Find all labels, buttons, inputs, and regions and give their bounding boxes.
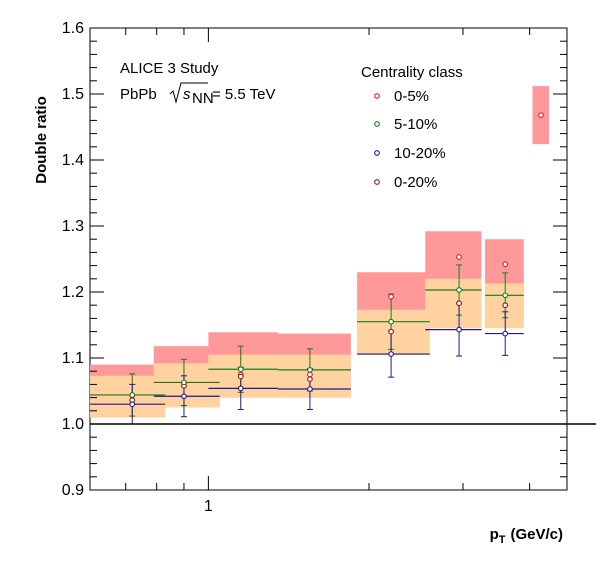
marker-10-20pct-3 [307,386,313,392]
legend: Centrality class 0-5% 5-10% 10-20% 0-20% [361,64,463,191]
marker-5-10pct-5 [456,287,462,293]
sqrt-symbol [169,82,208,104]
data-markers [129,112,544,408]
marker-5-10pct-6 [502,292,509,299]
legend-marker-5-10pct [374,121,380,127]
legend-items: 0-5% 5-10% 10-20% 0-20% [374,88,446,191]
x-axis-title-sub: T [499,534,506,546]
y-tick-label-4: 1.3 [62,218,84,235]
x-tick-label-0: 1 [204,498,213,515]
marker-10-20pct-0 [129,401,136,408]
legend-label-0-20pct: 0-20% [394,174,437,191]
plot-frame [89,27,568,491]
marker-0-20pct-6 [502,302,509,309]
systematic-bands [90,86,550,418]
marker-0-5pct-6 [502,261,509,268]
marker-5-10pct-1 [181,379,187,386]
marker-0-20pct-3 [307,376,313,382]
legend-label-10-20pct: 10-20% [394,145,446,162]
marker-10-20pct-6 [502,330,509,337]
marker-0-20pct-5 [456,300,462,307]
marker-5-10pct-4 [388,318,394,325]
x-axis-title-unit: (GeV/c) [510,526,563,543]
y-tick-label-3: 1.2 [62,284,84,301]
marker-0-20pct-4 [388,328,394,335]
legend-label-0-5pct: 0-5% [394,88,429,105]
y-axis-title: Double ratio [33,96,50,184]
marker-0-5pct-4 [388,293,394,300]
x-axis-title: pT (GeV/c) [490,526,563,546]
marker-10-20pct-1 [181,393,187,400]
system-label: PbPb [120,86,157,103]
y-axis-ticks: 0.9 1.0 1.1 1.2 1.3 1.4 1.5 1.6 [62,20,567,499]
legend-marker-0-20pct [374,179,380,185]
x-axis-ticks: 1 [89,28,531,515]
sys-band-0-20pct-3 [277,354,351,398]
y-tick-label-2: 1.1 [62,350,84,367]
energy-sqrt-var: s [183,86,191,103]
marker-10-20pct-4 [388,351,394,357]
y-tick-label-0: 0.9 [62,482,84,499]
marker-0-5pct-3 [307,371,313,378]
legend-marker-0-5pct [374,93,380,99]
energy-value: = 5.5 TeV [212,86,276,103]
y-tick-label-5: 1.4 [62,152,84,169]
marker-0-5pct-7 [538,112,544,118]
y-tick-label-6: 1.5 [62,86,84,103]
experiment-label: ALICE 3 Study [120,60,219,77]
legend-label-5-10pct: 5-10% [394,116,437,133]
energy-label: s NN = 5.5 TeV [169,82,276,107]
x-axis-title-main: p [490,526,499,543]
marker-10-20pct-5 [456,326,462,333]
sys-band-0-20pct-0 [90,375,166,418]
marker-0-5pct-5 [456,254,462,260]
sys-band-0-20pct-5 [425,278,482,329]
marker-0-20pct-2 [237,373,244,380]
marker-5-10pct-2 [237,366,244,373]
y-tick-label-1: 1.0 [62,416,84,433]
y-tick-label-7: 1.6 [62,20,84,37]
marker-5-10pct-3 [307,367,313,373]
marker-10-20pct-2 [237,385,244,392]
energy-sqrt-sub: NN [192,90,214,107]
legend-title: Centrality class [361,64,463,81]
marker-5-10pct-0 [129,392,136,398]
legend-marker-10-20pct [374,150,380,156]
